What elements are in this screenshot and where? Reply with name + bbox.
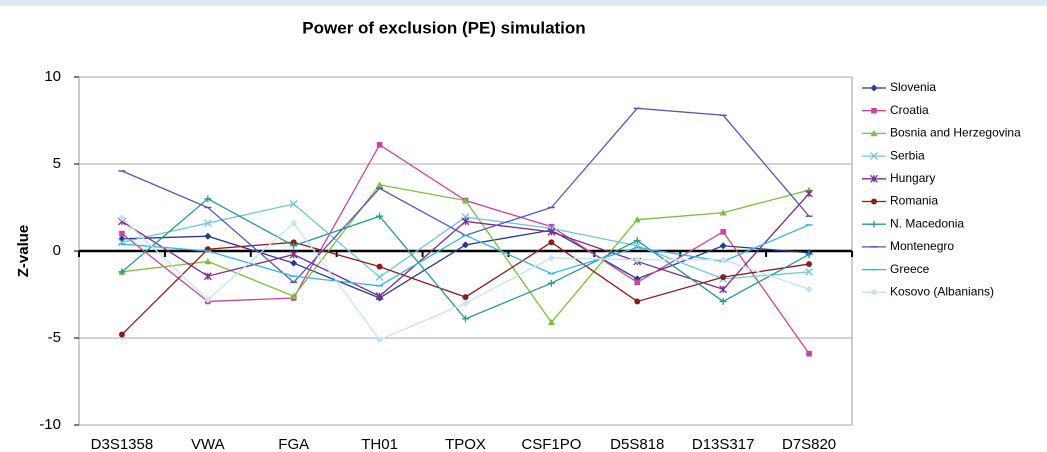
y-tick-label: 0 bbox=[53, 242, 61, 259]
point bbox=[290, 292, 298, 300]
point bbox=[719, 285, 728, 294]
point bbox=[871, 198, 877, 205]
point bbox=[805, 189, 814, 198]
y-tick-label: 10 bbox=[44, 68, 61, 85]
point bbox=[376, 263, 383, 270]
point bbox=[870, 152, 878, 161]
point bbox=[870, 288, 878, 296]
point bbox=[118, 214, 126, 222]
top-strip bbox=[0, 0, 1047, 6]
x-tick-label: D13S317 bbox=[692, 436, 755, 452]
point bbox=[634, 279, 641, 286]
point bbox=[547, 227, 556, 236]
point bbox=[547, 318, 555, 326]
point bbox=[805, 285, 813, 293]
y-axis-label: Z-value bbox=[15, 225, 32, 278]
y-tick-label: -5 bbox=[48, 329, 61, 346]
legend-label: Kosovo (Albanians) bbox=[890, 284, 994, 298]
chart-title: Power of exclusion (PE) simulation bbox=[302, 18, 585, 37]
x-tick-label: D5S818 bbox=[610, 436, 664, 452]
point bbox=[289, 250, 298, 259]
x-tick-label: CSF1PO bbox=[521, 436, 581, 452]
point bbox=[805, 250, 813, 258]
legend-label: Hungary bbox=[890, 171, 935, 185]
point bbox=[289, 200, 298, 208]
point bbox=[720, 274, 727, 281]
point bbox=[204, 232, 212, 240]
point bbox=[118, 331, 125, 338]
point bbox=[375, 292, 384, 301]
point bbox=[290, 219, 298, 227]
legend-label: Bosnia and Herzegovina bbox=[890, 126, 1021, 140]
point bbox=[719, 209, 727, 216]
point bbox=[203, 219, 212, 228]
point bbox=[462, 294, 469, 301]
legend-label: Montenegro bbox=[890, 239, 954, 253]
point bbox=[204, 257, 212, 265]
legend-label: Slovenia bbox=[890, 80, 936, 94]
point bbox=[376, 212, 384, 220]
point bbox=[461, 217, 470, 226]
point bbox=[633, 216, 641, 223]
point bbox=[870, 174, 878, 183]
point bbox=[871, 107, 877, 114]
point bbox=[633, 237, 641, 245]
point bbox=[462, 241, 469, 249]
point bbox=[806, 261, 813, 268]
point bbox=[203, 272, 212, 281]
point bbox=[118, 268, 126, 276]
point bbox=[547, 254, 555, 262]
point bbox=[462, 197, 469, 204]
point bbox=[719, 256, 727, 264]
point bbox=[719, 297, 727, 305]
legend-label: N. Macedonia bbox=[890, 216, 964, 230]
point bbox=[204, 195, 212, 203]
x-tick-label: D3S1358 bbox=[91, 436, 154, 452]
x-tick-label: TPOX bbox=[445, 436, 486, 452]
point bbox=[870, 129, 878, 137]
point bbox=[204, 296, 212, 304]
point bbox=[805, 267, 814, 276]
x-tick-label: FGA bbox=[278, 436, 309, 452]
point bbox=[548, 239, 555, 246]
point bbox=[462, 299, 469, 307]
point bbox=[634, 298, 641, 305]
legend-label: Greece bbox=[890, 262, 930, 276]
point bbox=[290, 259, 298, 267]
series-line bbox=[121, 229, 810, 299]
y-tick-label: 5 bbox=[53, 155, 61, 172]
series-line bbox=[121, 224, 810, 287]
point bbox=[376, 142, 383, 148]
y-tick-label: -10 bbox=[39, 416, 61, 433]
point bbox=[806, 350, 812, 357]
point bbox=[633, 256, 641, 264]
point bbox=[719, 242, 727, 250]
point bbox=[548, 223, 555, 230]
point bbox=[870, 220, 878, 228]
point bbox=[870, 84, 878, 92]
legend-label: Serbia bbox=[890, 148, 925, 162]
point bbox=[720, 229, 726, 235]
legend-label: Romania bbox=[890, 194, 938, 208]
point bbox=[376, 336, 384, 344]
point bbox=[119, 230, 125, 237]
legend-label: Croatia bbox=[890, 103, 929, 117]
x-tick-label: TH01 bbox=[361, 436, 398, 452]
point bbox=[376, 181, 384, 188]
x-tick-label: VWA bbox=[191, 436, 225, 452]
point bbox=[375, 273, 384, 282]
point bbox=[290, 242, 298, 250]
x-tick-label: D7S820 bbox=[782, 436, 836, 452]
point bbox=[547, 279, 555, 287]
point bbox=[462, 315, 469, 323]
